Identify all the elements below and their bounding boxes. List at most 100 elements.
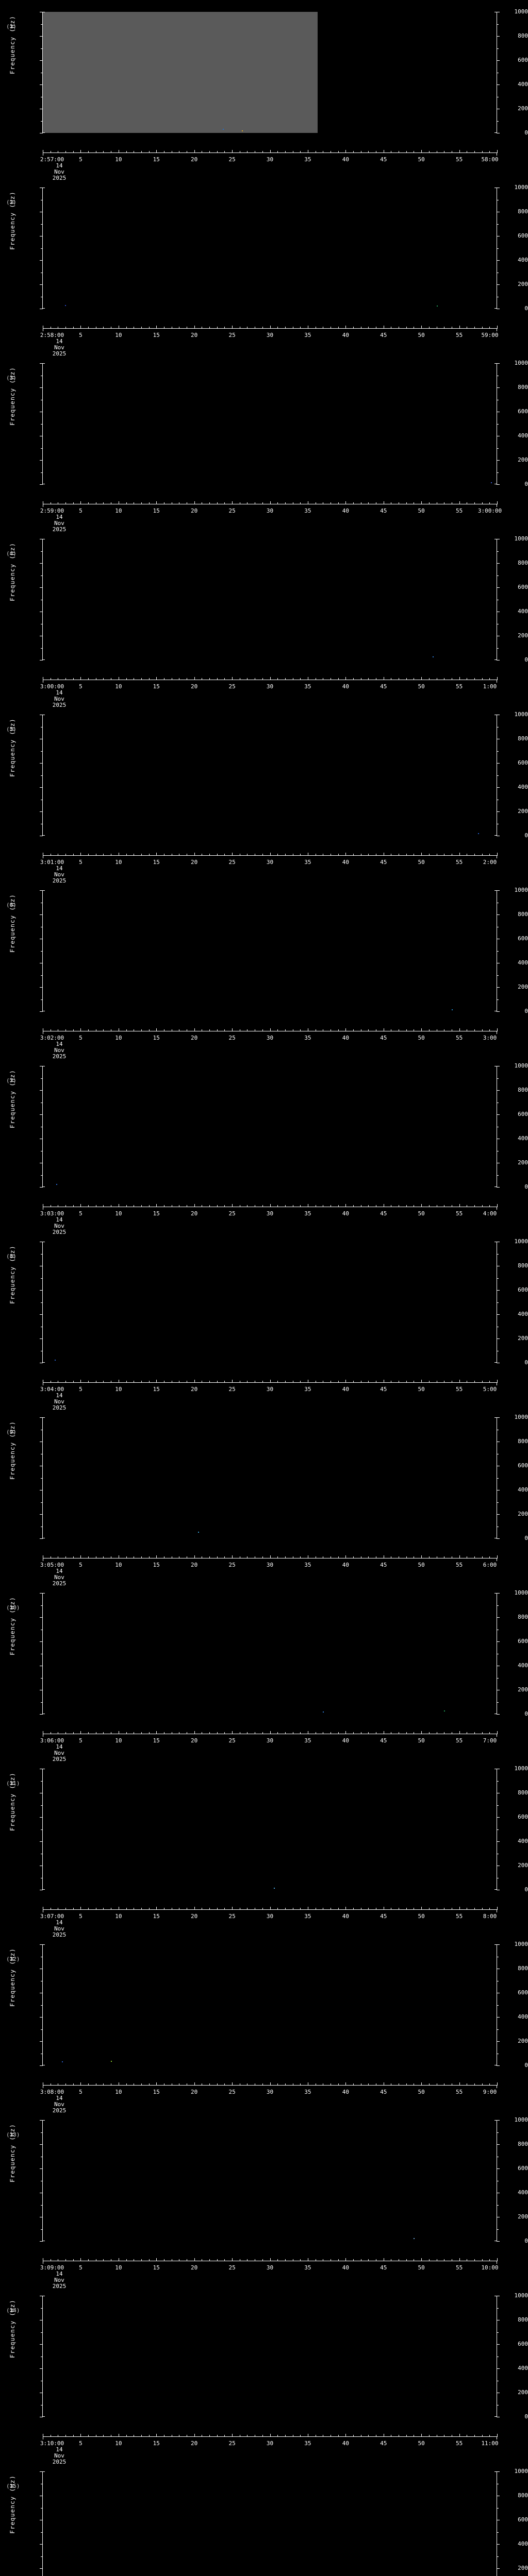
time-axis-tick: [428, 502, 430, 504]
time-axis-end-label: 58:00: [481, 156, 499, 163]
time-axis-tick-label: 35: [304, 1913, 311, 1920]
y-axis-tick-label: 1000: [514, 184, 528, 191]
date-line: 14: [56, 1743, 63, 1750]
date-stack-label: 14 Nov 2025: [41, 1217, 77, 1235]
plot-area[interactable]: [43, 12, 497, 133]
plot-area[interactable]: [43, 188, 497, 309]
time-axis-tick: [232, 1204, 233, 1207]
y-axis-tick-right: [497, 890, 500, 891]
y-axis-tick: [40, 1417, 43, 1418]
plot-area[interactable]: [43, 1066, 497, 1187]
y-axis-tick-label: 800: [518, 2316, 528, 2323]
time-axis-tick: [247, 1732, 248, 1734]
plot-area[interactable]: [43, 2296, 497, 2417]
time-axis-tick: [428, 1908, 430, 1910]
plot-area[interactable]: [43, 1944, 497, 2065]
time-axis-tick-label: 10: [115, 1035, 122, 1041]
y-axis-tick-label: 200: [518, 1335, 528, 1342]
y-axis-tick: [41, 2229, 43, 2230]
time-axis-tick-label: 5: [79, 1913, 82, 1920]
plot-area[interactable]: [43, 890, 497, 1011]
plot-area[interactable]: [43, 2471, 497, 2576]
time-axis-tick: [224, 1029, 225, 1031]
time-axis-tick-label: 40: [342, 2440, 349, 2447]
date-line: 14: [56, 2446, 63, 2453]
time-axis-start-label: 3:02:00: [40, 1035, 64, 1041]
y-axis-tick: [41, 551, 43, 552]
plot-area[interactable]: [43, 1242, 497, 1363]
axis-corner-cap: [494, 890, 497, 891]
time-axis-tick: [232, 1555, 233, 1558]
time-axis-tick: [224, 2259, 225, 2261]
time-axis-tick: [209, 2435, 210, 2437]
time-axis-tick: [368, 1029, 369, 1031]
y-axis-tick-right: [497, 2332, 499, 2333]
y-axis-tick-right: [497, 1290, 500, 1291]
y-axis-tick-right: [497, 248, 499, 249]
time-axis-tick: [209, 502, 210, 504]
time-axis-tick: [148, 678, 150, 680]
time-axis-tick: [338, 502, 339, 504]
time-axis-tick: [285, 2259, 286, 2261]
y-axis-tick: [40, 811, 43, 812]
time-axis-tick: [497, 501, 498, 504]
time-axis-tick-label: 50: [418, 1562, 425, 1568]
time-axis-tick: [224, 1381, 225, 1383]
time-axis-tick: [474, 2083, 475, 2086]
y-axis-tick-label: 1000: [514, 887, 528, 893]
date-line: Nov: [54, 2452, 64, 2459]
y-axis-title: Frequency (Hz): [9, 894, 16, 953]
time-axis-tick: [421, 853, 422, 856]
plot-area[interactable]: [43, 2120, 497, 2241]
time-axis-tick: [300, 1908, 301, 1910]
plot-area[interactable]: [43, 363, 497, 484]
y-axis-tick: [40, 563, 43, 564]
time-axis-tick: [406, 1029, 407, 1031]
time-axis-tick-label: 40: [342, 1386, 349, 1393]
time-axis-tick: [126, 1732, 127, 1734]
date-stack-label: 14 Nov 2025: [41, 514, 77, 533]
y-axis-tick: [41, 248, 43, 249]
time-axis-end-label: 9:00: [483, 2089, 497, 2095]
time-axis-tick: [270, 2082, 271, 2086]
plot-area[interactable]: [43, 539, 497, 660]
time-axis-tick: [474, 678, 475, 680]
time-axis-tick: [126, 1908, 127, 1910]
time-axis-tick: [497, 326, 498, 329]
time-axis-tick: [368, 1205, 369, 1207]
plot-area[interactable]: [43, 1769, 497, 1890]
y-axis-tick-right: [497, 975, 499, 976]
time-axis-tick-label: 25: [228, 1562, 236, 1568]
time-axis-tick: [224, 1732, 225, 1734]
time-axis-tick: [80, 2434, 81, 2437]
time-axis-tick: [80, 1907, 81, 1910]
y-axis-tick-right: [497, 1829, 499, 1830]
time-axis-tick: [148, 1029, 150, 1031]
time-axis-tick-label: 50: [418, 1737, 425, 1744]
spectrogram-panel: 0 200 400 600 800 1000 Frequency (Hz) (12) 5 10 15…: [0, 1933, 528, 2114]
plot-area[interactable]: [43, 715, 497, 836]
time-axis-tick: [459, 677, 460, 680]
y-axis-title: Frequency (Hz): [9, 1948, 16, 2007]
plot-area[interactable]: [43, 1417, 497, 1538]
time-axis-tick-label: 55: [455, 2440, 463, 2447]
date-line: Nov: [54, 1925, 64, 1932]
time-axis-tick: [368, 502, 369, 504]
time-axis-tick: [285, 1908, 286, 1910]
detection-marker: [198, 1532, 199, 1533]
time-axis-tick-label: 15: [153, 1386, 160, 1393]
time-axis-tick: [497, 853, 498, 856]
time-axis-tick-label: 35: [304, 2264, 311, 2271]
y-axis-tick: [40, 763, 43, 764]
y-axis-tick-right: [497, 1502, 499, 1503]
time-axis-tick: [194, 677, 195, 680]
time-axis-tick: [489, 854, 490, 856]
time-axis-tick: [141, 1732, 142, 1734]
plot-area[interactable]: [43, 1593, 497, 1714]
time-axis-tick-label: 10: [115, 683, 122, 690]
time-axis-tick: [353, 2435, 354, 2437]
time-axis-tick-label: 5: [79, 1035, 82, 1041]
time-axis-tick: [148, 1556, 150, 1558]
time-axis-tick: [277, 1732, 278, 1734]
time-axis-tick: [474, 1556, 475, 1558]
